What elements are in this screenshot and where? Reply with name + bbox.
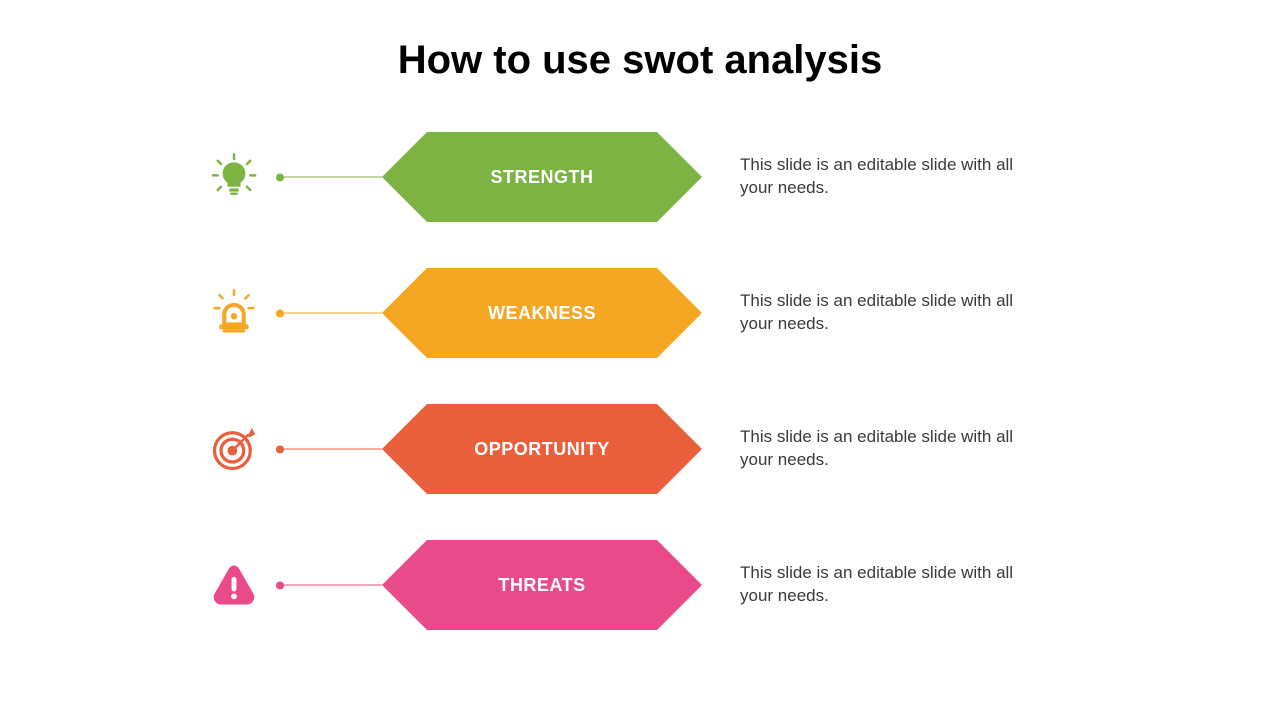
swot-rows: STRENGTH This slide is an editable slide…: [0, 113, 1280, 649]
hex-strength: STRENGTH: [382, 132, 702, 222]
description-text: This slide is an editable slide with all…: [740, 562, 1040, 608]
target-icon: [208, 423, 260, 475]
hex-threats: THREATS: [382, 540, 702, 630]
alarm-icon: [208, 287, 260, 339]
hex-label: THREATS: [498, 575, 585, 596]
warning-icon: [208, 559, 260, 611]
hex-label: WEAKNESS: [488, 303, 596, 324]
connector-line: [280, 449, 382, 450]
lightbulb-icon: [208, 151, 260, 203]
connector-line: [280, 313, 382, 314]
swot-row-strength: STRENGTH This slide is an editable slide…: [0, 113, 1280, 241]
hex-opportunity: OPPORTUNITY: [382, 404, 702, 494]
hex-label: STRENGTH: [491, 167, 594, 188]
swot-row-weakness: WEAKNESS This slide is an editable slide…: [0, 249, 1280, 377]
description-text: This slide is an editable slide with all…: [740, 154, 1040, 200]
page-title: How to use swot analysis: [0, 0, 1280, 113]
connector-line: [280, 585, 382, 586]
description-text: This slide is an editable slide with all…: [740, 426, 1040, 472]
swot-row-opportunity: OPPORTUNITY This slide is an editable sl…: [0, 385, 1280, 513]
swot-row-threats: THREATS This slide is an editable slide …: [0, 521, 1280, 649]
connector-line: [280, 177, 382, 178]
hex-label: OPPORTUNITY: [474, 439, 610, 460]
hex-weakness: WEAKNESS: [382, 268, 702, 358]
description-text: This slide is an editable slide with all…: [740, 290, 1040, 336]
